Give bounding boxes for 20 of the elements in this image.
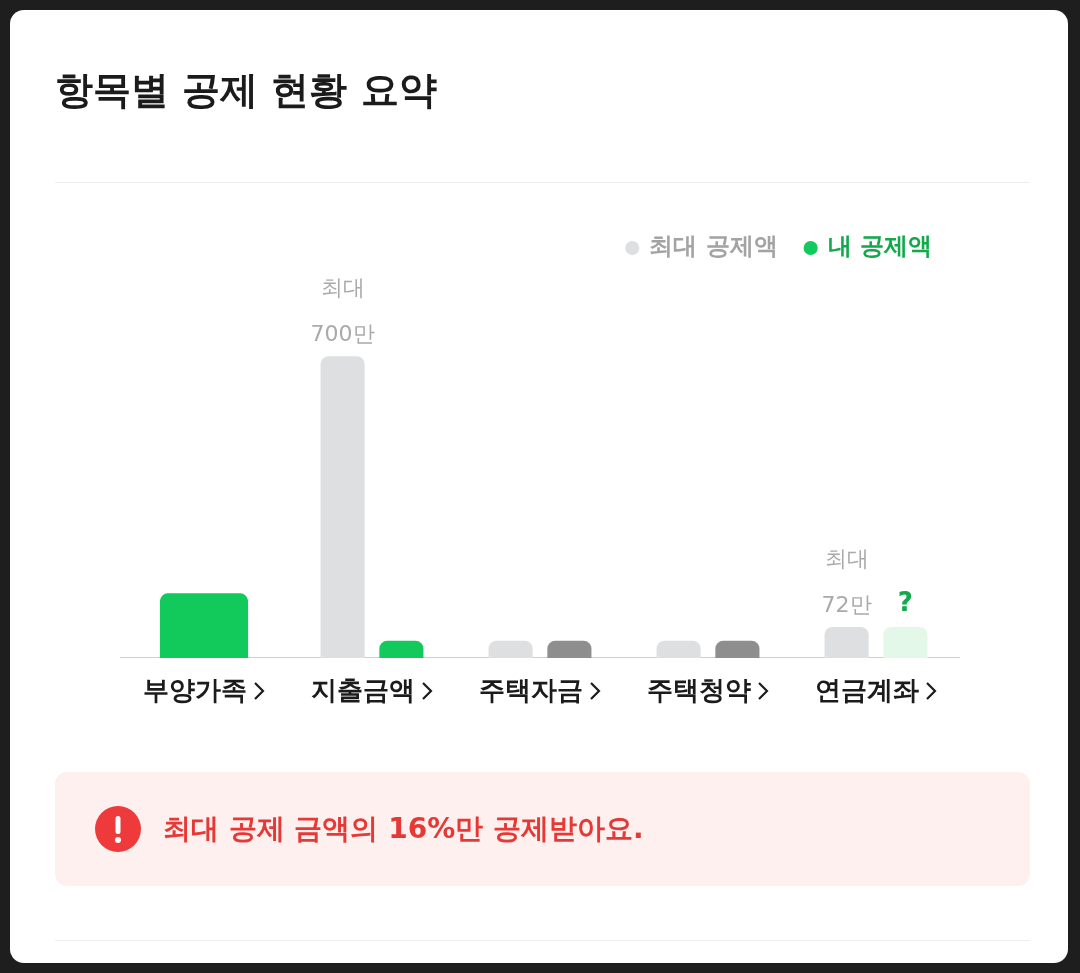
- x-tick-label: 지출금액: [311, 674, 415, 707]
- text: 최대 공제 금액의 16%만 공제받아요.: [163, 811, 644, 847]
- bar: [824, 626, 869, 658]
- bar: [320, 356, 365, 658]
- bar: [547, 640, 592, 658]
- bar: [488, 640, 533, 658]
- bar: [656, 640, 701, 658]
- x-tick-label: 연금계좌: [815, 674, 919, 707]
- x-tick-label: 주택청약: [647, 674, 751, 707]
- data-label: ?: [897, 586, 913, 617]
- x-tick-label: 부양가족: [143, 674, 247, 707]
- bar: [379, 640, 424, 658]
- chart-title: 항목별 공제 현황 요약: [55, 67, 437, 114]
- data-label: 최대 72만: [821, 545, 872, 617]
- legend-label: 최대 공제액: [649, 232, 778, 261]
- legend-label: 내 공제액: [827, 232, 932, 261]
- data-label: 최대 700만: [310, 274, 375, 346]
- bar: [715, 640, 760, 658]
- x-tick-label: 주택자금: [479, 674, 583, 707]
- bar: [883, 626, 928, 658]
